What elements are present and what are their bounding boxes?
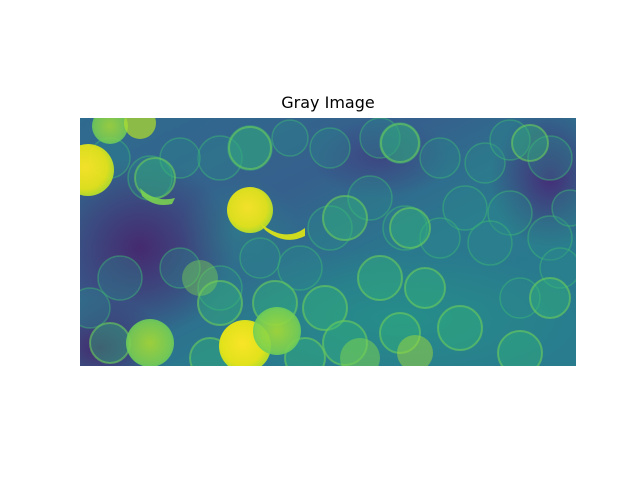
bokeh-discs-dim [80, 118, 576, 329]
lime-disc-top-left [92, 118, 128, 144]
lime-disc-bottom-center [340, 338, 380, 366]
lime-arc-left [140, 188, 175, 205]
lime-disc-top [124, 118, 156, 139]
bokeh-image-svg [80, 118, 576, 366]
yellow-disc-center [227, 187, 273, 233]
figure-title: Gray Image [281, 93, 375, 112]
dark-region-right [490, 118, 576, 248]
lime-disc-bottom-left [126, 319, 174, 366]
bokeh-discs-green [89, 123, 571, 366]
dark-region-top [310, 118, 450, 198]
yellow-arc-center [260, 223, 305, 240]
lime-disc-bottom [253, 307, 301, 355]
yellow-disc-left [80, 144, 114, 196]
lime-disc-bottom-right [397, 335, 433, 366]
lime-disc-mid [182, 260, 218, 296]
bokeh-discs-bright [80, 118, 433, 366]
green-glow-bottom [210, 248, 576, 366]
bokeh-image [80, 118, 576, 366]
